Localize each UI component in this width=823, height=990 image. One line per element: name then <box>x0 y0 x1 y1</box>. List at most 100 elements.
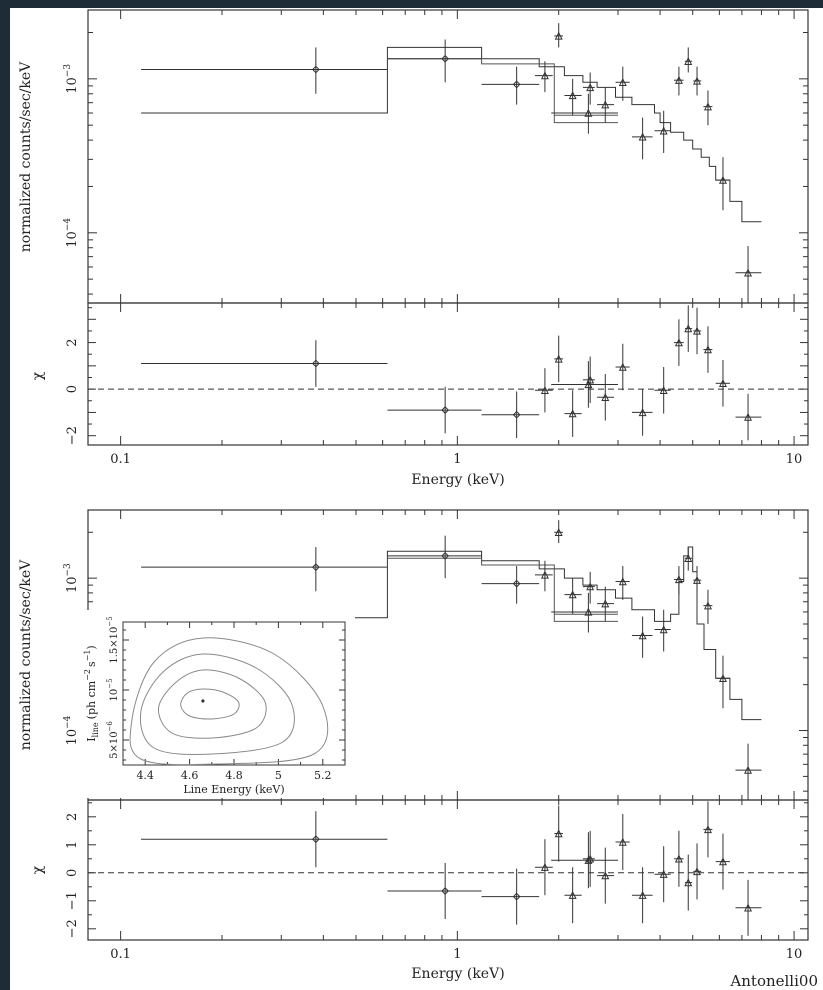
data-marker <box>618 362 627 371</box>
y-tick-label-base: 10 <box>65 729 80 746</box>
data-marker <box>693 326 702 335</box>
model-step-line <box>387 557 618 622</box>
data-marker <box>703 601 712 610</box>
inset-x-tick-label: 5.2 <box>314 769 332 782</box>
y-tick-label: 10−4 <box>63 715 80 745</box>
x-axis-label: Energy (keV) <box>411 472 504 488</box>
data-marker <box>674 75 683 84</box>
inset-y-label-unit: ) <box>85 645 98 649</box>
data-marker <box>311 359 320 368</box>
inset-y-label-unit: s <box>85 661 98 667</box>
data-marker <box>601 392 610 401</box>
data-point <box>534 560 553 592</box>
y-tick-label-exp: −4 <box>63 218 73 232</box>
x-axis-label: Energy (keV) <box>411 966 504 982</box>
data-point <box>615 66 630 101</box>
data-point <box>715 833 730 890</box>
data-point <box>684 305 693 352</box>
data-marker <box>601 871 610 880</box>
x-tick-label: 1 <box>453 947 461 962</box>
data-point <box>693 843 702 900</box>
data-marker <box>586 83 595 92</box>
data-point <box>703 90 713 126</box>
data-marker <box>674 575 683 584</box>
data-point <box>684 854 693 911</box>
confidence-contour <box>157 669 267 739</box>
y-tick-label: 2 <box>65 813 80 821</box>
data-point <box>551 93 619 134</box>
panel-frame <box>87 9 809 304</box>
confidence-contour <box>129 637 329 766</box>
data-marker <box>512 579 521 588</box>
confidence-contour <box>180 688 240 720</box>
data-point <box>715 655 730 709</box>
data-point <box>631 616 653 658</box>
y-tick-label: 10−3 <box>63 64 80 94</box>
window-edge-top <box>0 0 823 8</box>
data-point <box>703 801 713 858</box>
y-tick-label: 1 <box>65 841 80 849</box>
data-point <box>481 391 540 439</box>
data-marker <box>554 354 563 363</box>
data-point <box>597 374 615 421</box>
data-marker <box>684 553 693 562</box>
data-point <box>554 335 564 383</box>
y-tick-label-base: 2 <box>65 813 80 821</box>
y-tick-label-base: 0 <box>65 385 80 393</box>
data-marker <box>586 582 595 591</box>
data-marker <box>568 91 577 100</box>
data-point <box>481 66 540 105</box>
inset-y-label-sub: line <box>91 722 100 737</box>
data-marker <box>674 854 683 863</box>
inset-y-label-exp: −1 <box>83 650 92 662</box>
data-marker <box>703 825 712 834</box>
data-point <box>654 846 671 903</box>
y-tick-label-base: 10 <box>65 231 80 248</box>
y-tick-label-base: 1 <box>65 841 80 849</box>
y-tick-label-base: 10 <box>65 577 80 594</box>
data-point <box>534 368 553 413</box>
inset-y-tick-label-exp: −5 <box>106 678 114 688</box>
data-point <box>551 592 619 633</box>
data-marker <box>441 551 450 560</box>
data-point <box>554 520 564 544</box>
panel-1: 0.1 1 10 Energy (keV) −2 0 2 χ <box>30 302 809 488</box>
data-marker <box>684 878 693 887</box>
data-marker <box>618 77 627 86</box>
best-fit-point <box>201 699 205 703</box>
data-point <box>387 39 482 83</box>
data-marker <box>674 338 683 347</box>
data-marker <box>684 56 693 66</box>
data-marker <box>659 869 668 878</box>
inset-y-tick-label: 1.5×10−5 <box>106 616 120 663</box>
data-marker <box>744 412 753 421</box>
data-point <box>551 832 619 889</box>
data-point <box>674 66 684 96</box>
inset-y-tick-label-exp: −5 <box>106 616 114 626</box>
inset-y-label-exp: −2 <box>83 669 92 681</box>
data-point <box>554 805 564 862</box>
data-point <box>597 586 615 622</box>
data-marker <box>703 345 712 354</box>
figure-paper <box>10 8 823 990</box>
data-point <box>703 326 713 373</box>
data-point <box>554 23 564 48</box>
x-tick-label: 10 <box>786 947 803 962</box>
data-marker <box>718 175 727 184</box>
y-tick-label: −1 <box>65 891 80 910</box>
y-tick-label-base: −2 <box>65 919 80 938</box>
data-marker <box>638 631 647 640</box>
data-point <box>534 839 553 896</box>
data-marker <box>540 385 549 394</box>
y-tick-label-exp: −4 <box>63 715 73 729</box>
data-marker <box>584 607 593 616</box>
data-marker <box>512 892 521 901</box>
data-marker <box>584 855 593 864</box>
data-point <box>597 87 615 123</box>
data-marker <box>618 577 627 586</box>
data-marker <box>554 31 563 40</box>
y-tick-label-base: 10 <box>65 77 80 94</box>
data-point <box>582 571 595 604</box>
data-point <box>582 72 595 105</box>
